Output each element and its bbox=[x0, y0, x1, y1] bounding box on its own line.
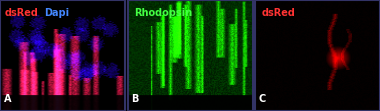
Text: dsRed: dsRed bbox=[5, 8, 39, 18]
Text: C: C bbox=[259, 94, 266, 104]
Text: A: A bbox=[4, 94, 11, 104]
Text: B: B bbox=[131, 94, 139, 104]
Text: Rhodopsin: Rhodopsin bbox=[134, 8, 192, 18]
Text: dsRed: dsRed bbox=[261, 8, 295, 18]
Text: Dapi: Dapi bbox=[44, 8, 70, 18]
